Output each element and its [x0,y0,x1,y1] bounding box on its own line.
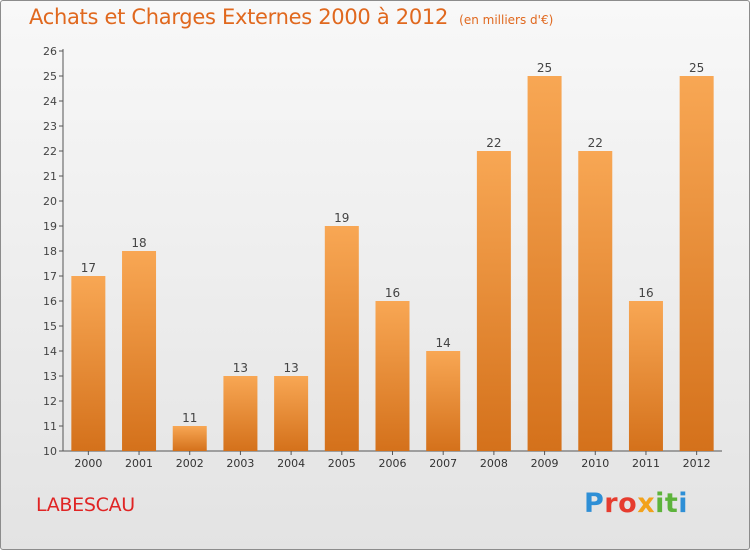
y-tick-label: 13 [43,370,57,383]
bar [122,251,157,451]
bar-value-label: 25 [537,61,552,75]
bar [476,151,511,451]
x-tick-label: 2003 [226,457,254,470]
brand-letter: P [584,488,605,519]
bar-value-label: 17 [81,261,96,275]
bar [172,426,207,451]
brand-letter: t [664,488,679,519]
brand-letter: o [618,488,638,519]
bar-value-label: 22 [588,136,603,150]
bar [71,276,106,451]
y-tick-label: 22 [43,145,57,158]
brand-letter: r [604,488,619,519]
x-tick-label: 2001 [125,457,153,470]
x-tick-label: 2009 [531,457,559,470]
brand-letter: i [678,488,689,519]
x-tick-label: 2007 [429,457,457,470]
x-tick-label: 2004 [277,457,305,470]
x-tick-label: 2012 [683,457,711,470]
bar [223,376,258,451]
y-tick-label: 24 [43,95,57,108]
y-tick-label: 25 [43,70,57,83]
commune-name: LABESCAU [36,494,135,516]
y-tick-label: 19 [43,220,57,233]
y-tick-label: 15 [43,320,57,333]
y-tick-label: 18 [43,245,57,258]
brand-letter: i [655,488,665,519]
y-tick-label: 21 [43,170,57,183]
bar [324,226,359,451]
y-tick-label: 10 [43,445,57,458]
bar-value-label: 25 [689,61,704,75]
bar-value-label: 22 [486,136,501,150]
bar-value-label: 18 [131,236,146,250]
bar-value-label: 14 [436,336,451,350]
bar-value-label: 11 [182,411,197,425]
x-tick-label: 2006 [379,457,407,470]
bar [274,376,309,451]
y-tick-label: 17 [43,270,57,283]
bar [578,151,613,451]
bar [426,351,461,451]
chart-unit: (en milliers d'€) [459,13,554,27]
bar [628,301,663,451]
bar-value-label: 16 [638,286,653,300]
x-tick-label: 2002 [176,457,204,470]
y-tick-label: 16 [43,295,57,308]
y-tick-label: 14 [43,345,57,358]
x-tick-label: 2010 [581,457,609,470]
bar-value-label: 13 [283,361,298,375]
bar-value-label: 16 [385,286,400,300]
y-tick-label: 20 [43,195,57,208]
chart-title-block: Achats et Charges Externes 2000 à 2012 (… [29,5,553,29]
proxiti-logo: Proxiti [584,488,688,519]
y-tick-label: 12 [43,395,57,408]
x-tick-label: 2005 [328,457,356,470]
chart-title: Achats et Charges Externes 2000 à 2012 [29,5,449,29]
x-tick-label: 2011 [632,457,660,470]
y-tick-label: 23 [43,120,57,133]
y-tick-label: 11 [43,420,57,433]
bar [375,301,410,451]
bar-value-label: 13 [233,361,248,375]
bar-value-label: 19 [334,211,349,225]
x-tick-label: 2000 [74,457,102,470]
x-tick-label: 2008 [480,457,508,470]
y-tick-label: 26 [43,45,57,58]
brand-letter: x [637,488,656,519]
bar [679,76,714,451]
bar [527,76,562,451]
